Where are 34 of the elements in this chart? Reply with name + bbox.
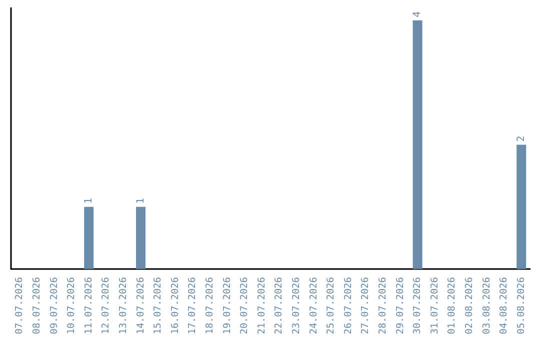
x-tick-label: 15.07.2026 <box>152 276 164 334</box>
x-tick-label: 31.07.2026 <box>429 276 440 334</box>
x-tick-label: 19.07.2026 <box>222 276 233 334</box>
x-tick-label: 25.07.2026 <box>326 276 337 334</box>
x-tick-label: 10.07.2026 <box>66 276 78 334</box>
x-tick-label: 01.08.2026 <box>446 276 458 334</box>
x-tick-label: 14.07.2026 <box>135 276 146 334</box>
x-tick-label: 24.07.2026 <box>308 276 320 334</box>
x-tick-label: 17.07.2026 <box>187 276 198 334</box>
x-tick-label: 29.07.2026 <box>394 276 406 334</box>
x-tick-label: 04.08.2026 <box>498 276 510 334</box>
x-tick-label: 21.07.2026 <box>256 276 268 334</box>
x-tick-label: 02.08.2026 <box>464 276 475 334</box>
x-tick-label: 20.07.2026 <box>239 276 250 334</box>
x-tick-label: 28.07.2026 <box>377 276 388 334</box>
x-tick-label: 03.08.2026 <box>481 276 492 334</box>
x-tick-label: 26.07.2026 <box>342 276 354 334</box>
x-tick-label: 16.07.2026 <box>170 276 181 334</box>
x-tick-label: 12.07.2026 <box>100 276 112 334</box>
x-tick-label: 30.07.2026 <box>412 276 424 334</box>
x-tick-label: 13.07.2026 <box>118 276 129 334</box>
x-tick-label: 08.07.2026 <box>31 276 42 334</box>
data-label: 4 <box>412 11 424 18</box>
x-tick-label: 07.07.2026 <box>14 276 26 334</box>
x-tick-label: 11.07.2026 <box>83 276 94 334</box>
data-label: 1 <box>83 198 94 204</box>
x-tick-label: 09.07.2026 <box>48 276 60 334</box>
x-tick-label: 27.07.2026 <box>360 276 372 334</box>
data-label: 2 <box>516 136 527 142</box>
x-tick-label: 18.07.2026 <box>204 276 216 334</box>
data-label: 1 <box>135 198 146 204</box>
x-tick-label: 05.08.2026 <box>516 276 527 334</box>
x-tick-label: 22.07.2026 <box>274 276 285 334</box>
x-tick-label: 23.07.2026 <box>290 276 302 334</box>
